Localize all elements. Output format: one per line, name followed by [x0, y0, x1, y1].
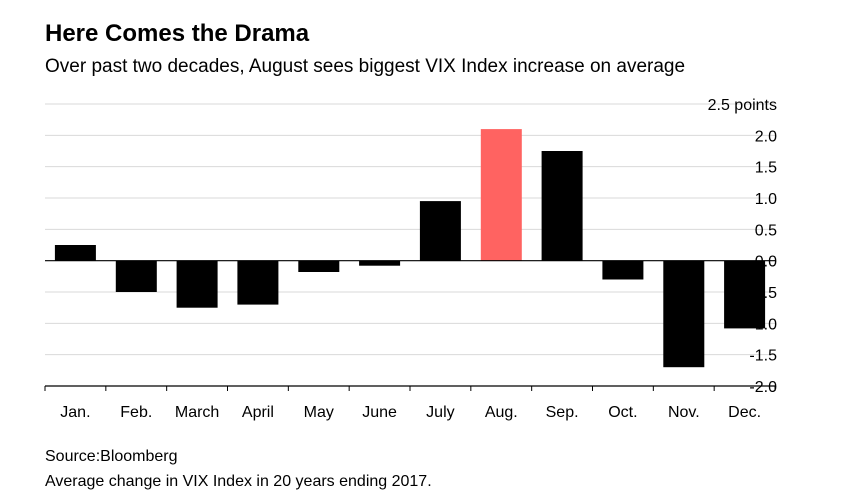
y-tick-label: 2.0 — [755, 128, 777, 145]
bars — [54, 129, 766, 368]
bar — [724, 260, 766, 329]
bar — [663, 260, 705, 368]
x-tick-label: Oct. — [608, 404, 637, 421]
bar — [359, 260, 401, 266]
x-tick-label: Nov. — [668, 404, 700, 421]
chart-title: Here Comes the Drama — [45, 20, 310, 47]
x-tick-label: Sep. — [546, 404, 579, 421]
y-tick-label: 1.0 — [755, 191, 777, 208]
bar — [237, 260, 279, 305]
bar — [602, 260, 644, 280]
grid-layer — [45, 103, 775, 356]
x-axis-labels: Jan. Feb. March April May June July Aug. Sep. Oct… — [60, 404, 761, 421]
x-tick-label: July — [426, 404, 454, 421]
bar — [54, 245, 96, 261]
footnote: Average change in VIX Index in 20 years … — [45, 473, 432, 490]
axis-layer — [44, 260, 776, 391]
x-tick-label: April — [242, 404, 274, 421]
y-tick-label: 1.5 — [755, 160, 777, 177]
x-tick-label: May — [304, 404, 334, 421]
y-tick-label: 2.5 points — [708, 97, 777, 114]
chart-subtitle: Over past two decades, August sees bigge… — [45, 56, 686, 77]
bar — [298, 260, 340, 272]
bar — [176, 260, 218, 308]
x-tick-label: Aug. — [485, 404, 518, 421]
source-note: Source:Bloomberg — [45, 448, 178, 465]
bar — [115, 260, 157, 292]
x-tick-label: June — [362, 404, 397, 421]
bar — [419, 201, 461, 261]
bar — [541, 151, 583, 261]
bar-chart: 2.5 points2.01.51.00.50.0-0.5-1.0-1.5-2.… — [44, 97, 777, 421]
x-tick-label: Jan. — [60, 404, 90, 421]
x-tick-label: Feb. — [120, 404, 152, 421]
y-tick-label: -1.5 — [749, 348, 777, 365]
y-axis-labels: 2.5 points2.01.51.00.50.0-0.5-1.0-1.5-2.… — [708, 97, 777, 396]
y-tick-label: 0.5 — [755, 222, 777, 239]
x-tick-label: March — [175, 404, 219, 421]
y-tick-label: -2.0 — [749, 379, 777, 396]
x-tick-label: Dec. — [728, 404, 761, 421]
bar — [480, 129, 522, 261]
